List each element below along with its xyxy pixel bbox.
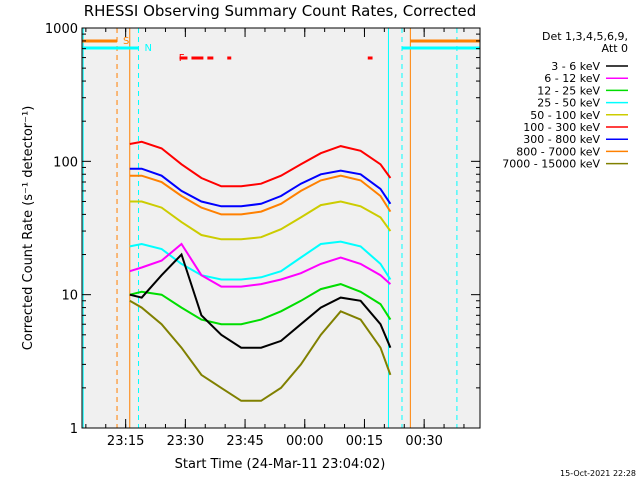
x-axis-ticks: 23:15 23:30 23:45 00:00 00:15 00:30 <box>85 28 465 449</box>
status-bars <box>82 39 480 60</box>
x-tick-label: 00:30 <box>405 434 442 449</box>
legend-header-line2: Att 0 <box>602 42 628 55</box>
status-bar-night <box>82 46 139 50</box>
series-line <box>129 252 392 349</box>
legend-label: 6 - 12 keV <box>544 72 600 85</box>
legend-label: 12 - 25 keV <box>537 84 600 97</box>
footer-timestamp: 15-Oct-2021 22:28 <box>560 469 636 478</box>
series-line <box>129 283 392 326</box>
y-tick-label: 1 <box>70 422 78 437</box>
x-tick-label: 00:15 <box>346 434 383 449</box>
status-bar-flare <box>367 56 373 60</box>
status-markers: S N F <box>123 36 185 64</box>
status-bar-flare <box>191 56 204 60</box>
legend-label: 50 - 100 keV <box>530 109 600 122</box>
legend-label: 7000 - 15000 keV <box>502 158 600 171</box>
y-tick-label: 1000 <box>45 22 78 37</box>
legend-label: 3 - 6 keV <box>551 60 600 73</box>
series-line <box>129 299 392 402</box>
plot-area-background <box>82 28 480 428</box>
legend-label: 300 - 800 keV <box>523 133 600 146</box>
status-bar-flare <box>179 56 188 60</box>
status-marker-s: S <box>123 36 129 47</box>
legend-label: 25 - 50 keV <box>537 97 600 110</box>
data-series <box>129 140 392 402</box>
legend-label: 100 - 300 keV <box>523 121 600 134</box>
series-line <box>129 140 392 188</box>
legend-header-line1: Det 1,3,4,5,6,9, <box>542 30 628 43</box>
y-tick-label: 100 <box>53 155 78 170</box>
status-marker-n: N <box>145 43 152 54</box>
series-line <box>129 167 392 208</box>
status-marker-f: F <box>179 53 185 64</box>
x-tick-label: 00:00 <box>286 434 323 449</box>
series-line <box>129 174 392 216</box>
x-tick-label: 23:30 <box>167 434 204 449</box>
y-tick-label: 10 <box>61 289 78 304</box>
y-axis-label: Corrected Count Rate (s⁻¹ detector⁻¹) <box>21 106 36 351</box>
vertical-lines <box>82 28 458 428</box>
status-bar-saa <box>82 39 118 43</box>
status-bar-flare <box>207 56 214 60</box>
x-axis-label: Start Time (24-Mar-11 23:04:02) <box>175 457 386 472</box>
chart-title: RHESSI Observing Summary Count Rates, Co… <box>84 2 477 20</box>
plot-frame <box>81 27 481 429</box>
status-bar-night <box>401 46 480 50</box>
status-bar-flare <box>227 56 232 60</box>
legend-label: 800 - 7000 keV <box>516 145 600 158</box>
series-line <box>129 242 392 288</box>
x-tick-label: 23:45 <box>226 434 263 449</box>
status-bar-saa <box>410 39 480 43</box>
series-line <box>129 200 392 241</box>
x-tick-label: 23:15 <box>107 434 144 449</box>
y-axis-ticks: 1 10 100 1000 <box>45 22 480 437</box>
